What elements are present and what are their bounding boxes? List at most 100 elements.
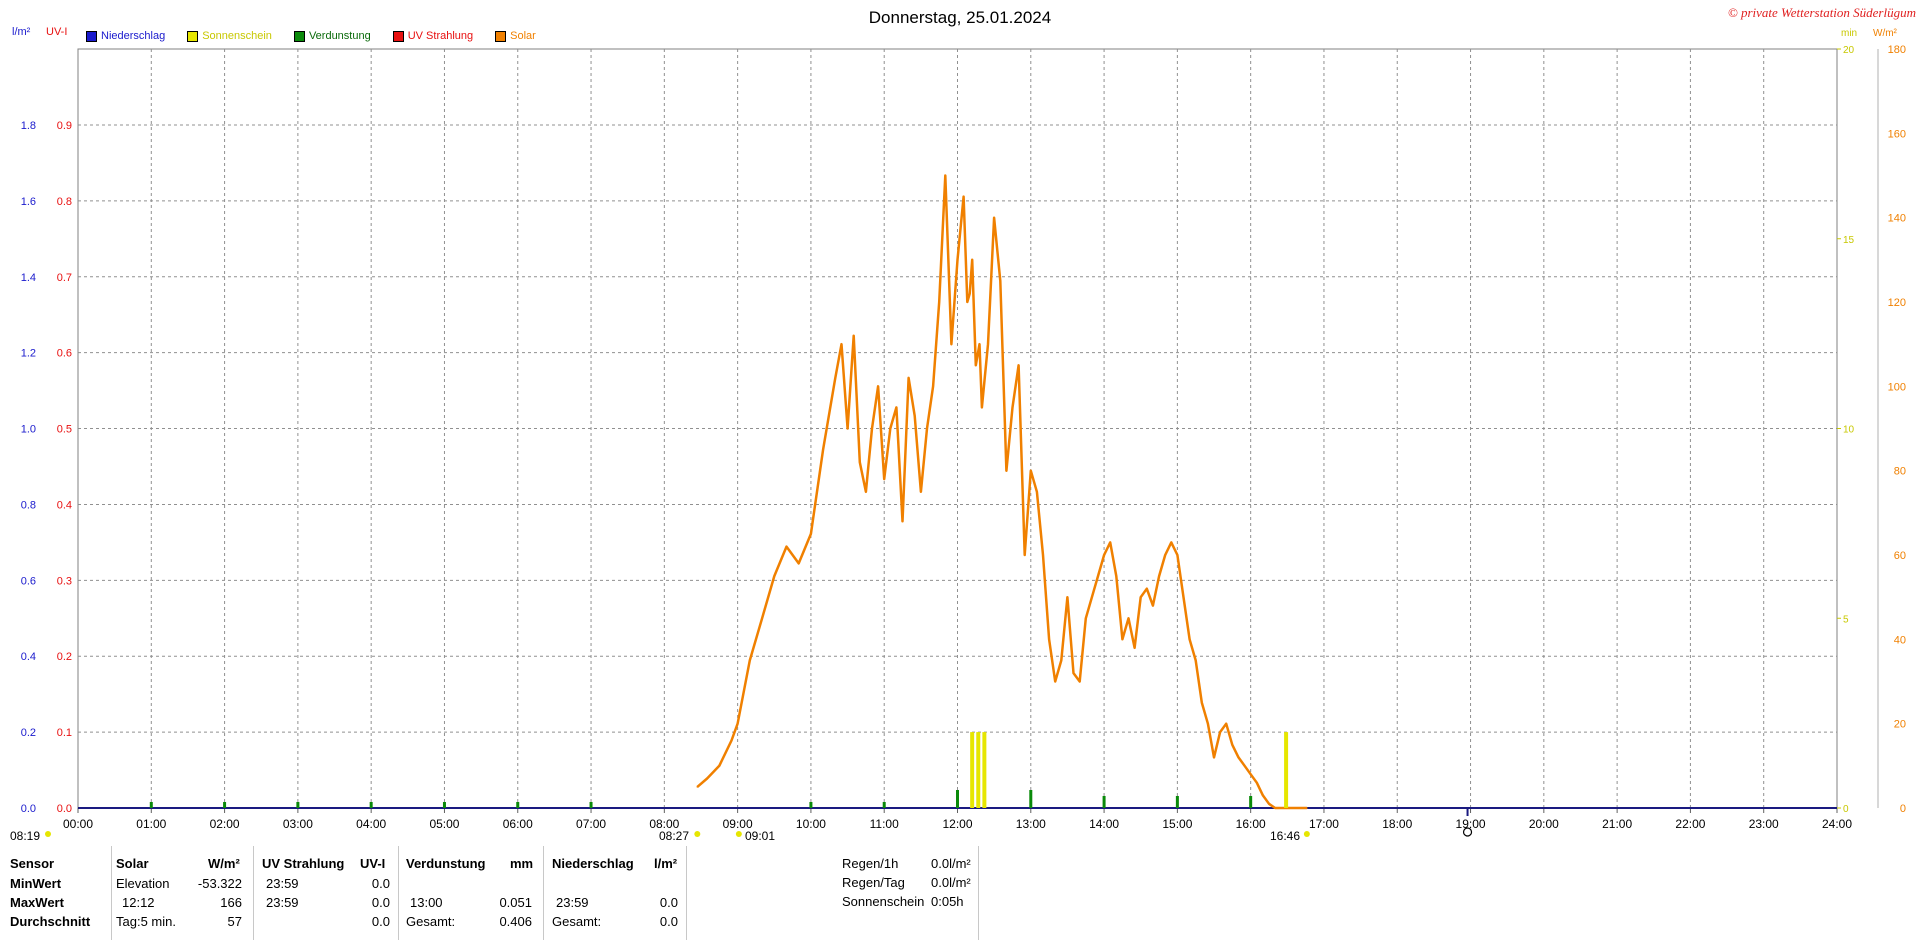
row-label-avg: Durchschnitt [10, 914, 91, 929]
solar-point [1091, 596, 1093, 598]
solar-point [1306, 807, 1308, 809]
solar-point [950, 343, 953, 345]
solar-point [1231, 743, 1234, 746]
solar-tick-label: 180 [1888, 44, 1906, 56]
station-credit: © private Wetterstation Süderlügum [1727, 5, 1916, 20]
x-tick-label: 11:00 [870, 817, 899, 831]
legend-swatch [187, 30, 199, 42]
x-tick-label: 24:00 [1822, 817, 1852, 831]
solar-point [706, 777, 708, 780]
rain-tick-label: 0.0 [21, 803, 36, 815]
extra-sunshine-value: 0:05h [931, 894, 964, 909]
avg-evap-value: 0.406 [499, 914, 532, 929]
solar-point [1207, 722, 1209, 725]
solar-point [1274, 807, 1276, 809]
solar-point [1268, 802, 1270, 805]
legend-swatch [86, 30, 97, 42]
min-solar-label: Elevation [116, 876, 170, 891]
rain-tick-label: 0.4 [21, 651, 36, 663]
chart-legend: Niederschlag Sonnenschein Verdunstung UV… [86, 30, 536, 42]
solar-tick-label: 80 [1894, 466, 1906, 478]
solar-point [968, 292, 971, 295]
legend-item-uv-strahlung: UV Strahlung [392, 30, 474, 42]
solar-point [1133, 646, 1136, 649]
legend-label: UV Strahlung [407, 30, 474, 42]
rain-tick-label: 0.8 [21, 499, 36, 511]
x-tick-label: 07:00 [576, 817, 606, 831]
legend-label: Sonnenschein [202, 30, 272, 42]
solar-point [975, 364, 977, 367]
solar-point [785, 545, 788, 548]
evaporation-bar [956, 790, 959, 808]
x-tick-label: 17:00 [1309, 817, 1339, 831]
avg-solar-label: Tag:5 min. [116, 914, 176, 929]
x-tick-label: 12:00 [942, 817, 972, 831]
solar-point [1072, 672, 1075, 674]
solar-point [852, 334, 855, 337]
solar-point [938, 301, 940, 303]
header-rain: Niederschlag [552, 856, 634, 871]
legend-item-verdunstung: Verdunstung [293, 30, 371, 42]
solar-point [1109, 541, 1111, 544]
evaporation-bar [1175, 796, 1179, 808]
max-rain-time: 23:59 [556, 895, 589, 910]
evaporation-bar [442, 802, 446, 808]
solar-point [966, 301, 969, 303]
solar-point [987, 343, 989, 345]
avg-uv-value: 0.0 [371, 914, 390, 929]
max-uv-time: 23:59 [266, 895, 299, 910]
solar-point [1048, 638, 1050, 641]
solar-point [877, 385, 879, 388]
solar-tick-label: 140 [1888, 213, 1906, 225]
solar-point [1127, 617, 1130, 620]
uv-tick-label: 0.5 [57, 424, 72, 436]
evaporation-bar [516, 802, 520, 808]
sunshine-bar [970, 732, 975, 808]
extra-rain-1h-value: 0.0l/m² [931, 856, 971, 871]
header-uv: UV Strahlung [262, 856, 345, 871]
solar-point [1176, 554, 1179, 556]
x-tick-label: 16:00 [1236, 817, 1266, 831]
sun-event-dot [1303, 831, 1310, 837]
x-tick-label: 04:00 [356, 817, 386, 831]
avg-evap-label: Gesamt: [406, 914, 456, 929]
solar-point [913, 415, 916, 417]
max-solar-value: 166 [220, 895, 242, 910]
solar-point [1188, 638, 1191, 641]
solar-point [926, 427, 928, 430]
x-tick-label: 19:00 [1456, 817, 1486, 831]
rain-tick-label: 0.6 [21, 575, 36, 587]
avg-rain-value: 0.0 [659, 914, 678, 929]
solar-point [1219, 731, 1221, 733]
header-uv-unit: UV-I [360, 856, 386, 871]
solar-point [1005, 469, 1008, 472]
solar-point [971, 259, 973, 261]
solar-point [999, 280, 1002, 282]
extra-rain-day-label: Regen/Tag [842, 875, 905, 890]
x-tick-label: 18:00 [1382, 817, 1412, 831]
uv-tick-label: 0.3 [57, 575, 72, 587]
legend-item-niederschlag: Niederschlag [86, 30, 165, 42]
legend-swatch [293, 30, 305, 42]
sun-tick-label: 10 [1843, 425, 1855, 436]
marker-solar-start: 08:27 [659, 829, 690, 843]
marker-solar-end: 16:46 [1270, 829, 1301, 843]
solar-point [1292, 807, 1295, 809]
uv-tick-label: 0.6 [57, 348, 72, 360]
solar-point [907, 377, 910, 379]
evaporation-bar [149, 802, 153, 808]
x-tick-label: 02:00 [210, 817, 240, 831]
solar-point [901, 520, 904, 523]
solar-point [1280, 807, 1283, 809]
solar-point [718, 765, 721, 767]
solar-point [962, 195, 965, 198]
rain-tick-label: 1.0 [21, 424, 36, 436]
legend-item-solar: Solar [495, 30, 536, 42]
solar-point [1042, 554, 1044, 556]
x-tick-label: 09:00 [723, 817, 753, 831]
sun-event-dot [45, 831, 51, 837]
x-tick-label: 20:00 [1529, 817, 1559, 831]
x-tick-label: 10:00 [796, 817, 826, 831]
solar-point [1255, 781, 1258, 784]
solar-point [920, 490, 922, 493]
